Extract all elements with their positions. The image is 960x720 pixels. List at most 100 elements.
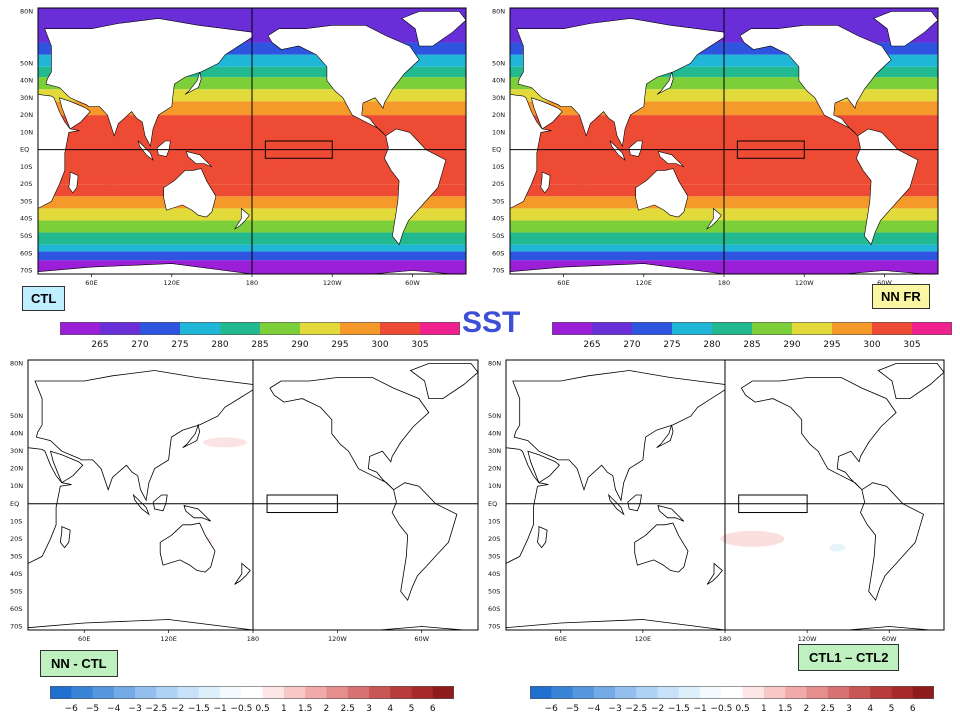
colorbar-tick-label: −0.5 xyxy=(710,704,732,714)
sst-colorbar-right-svg: 265 270 275 280 285 290 295 300 305 xyxy=(552,322,952,350)
lat-tick-label: 30S xyxy=(488,552,500,560)
lon-tick-label: 120E xyxy=(163,279,180,287)
lon-tick-label: 60W xyxy=(405,279,420,287)
continent xyxy=(527,450,560,484)
lat-tick-label: 80N xyxy=(488,360,501,368)
lon-tick-label: 60W xyxy=(882,635,897,643)
colorbar-swatch xyxy=(593,686,616,699)
colorbar-swatch xyxy=(326,686,349,699)
lat-tick-label: 70S xyxy=(492,267,504,275)
continent xyxy=(163,168,217,218)
colorbar-swatch xyxy=(551,686,574,699)
colorbar-swatch xyxy=(241,686,264,699)
continent xyxy=(658,150,685,168)
continent xyxy=(409,363,478,399)
lat-tick-label: 50N xyxy=(10,412,23,420)
continent xyxy=(28,619,478,630)
lon-tick-label: 60W xyxy=(877,279,892,287)
colorbar-swatch xyxy=(92,686,115,699)
colorbar-tick-label: 6 xyxy=(430,704,436,714)
continent xyxy=(234,207,250,230)
colorbar-tick-label: 5 xyxy=(409,704,415,714)
lon-tick-label: 120W xyxy=(323,279,342,287)
lat-tick-label: EQ xyxy=(20,146,29,154)
colorbar-swatch xyxy=(712,322,753,335)
continent xyxy=(609,140,626,161)
continent xyxy=(49,450,84,484)
lat-tick-label: 70S xyxy=(10,622,22,630)
colorbar-tick-label: −1.5 xyxy=(188,704,210,714)
colorbar-swatch xyxy=(672,322,713,335)
lat-tick-label: 30N xyxy=(492,94,505,102)
continent xyxy=(656,71,674,95)
figure-title: SST xyxy=(462,306,521,339)
lon-tick-label: 180 xyxy=(246,279,258,287)
colorbar-tick-label: 5 xyxy=(889,704,895,714)
continent xyxy=(38,263,466,274)
anomaly-patch xyxy=(720,530,785,547)
colorbar-swatch xyxy=(260,322,301,335)
colorbar-tick-label: −4 xyxy=(587,704,601,714)
nino-box xyxy=(266,494,338,514)
colorbar-swatch xyxy=(872,322,913,335)
continent xyxy=(740,377,897,490)
lat-tick-label: 50N xyxy=(20,59,33,67)
lat-tick-label: 40S xyxy=(10,570,22,578)
continent xyxy=(739,24,892,137)
colorbar-tick-label: 1 xyxy=(281,704,287,714)
colorbar-tick-label: 295 xyxy=(331,340,348,350)
colorbar-tick-label: 270 xyxy=(131,340,148,350)
lat-tick-label: 60S xyxy=(20,249,32,257)
colorbar-swatch xyxy=(347,686,370,699)
continent xyxy=(38,94,80,209)
lat-tick-label: 10S xyxy=(20,163,32,171)
colorbar-tick-label: 305 xyxy=(903,340,920,350)
colorbar-tick-label: −2 xyxy=(651,704,664,714)
colorbar-swatch xyxy=(832,322,873,335)
lat-tick-label: 20N xyxy=(492,111,505,119)
colorbar-tick-label: 2 xyxy=(804,704,810,714)
lon-tick-label: 120E xyxy=(635,279,652,287)
colorbar-swatch xyxy=(340,322,381,335)
continent xyxy=(384,128,447,246)
continent xyxy=(510,94,552,209)
lat-tick-label: 50S xyxy=(10,587,22,595)
colorbar-swatch xyxy=(678,686,701,699)
lat-tick-label: 20N xyxy=(10,465,23,473)
lon-tick-label: 180 xyxy=(247,635,259,643)
colorbar-tick-label: −1 xyxy=(693,704,706,714)
diff-colorbar-left-svg: −6 −5 −4 −3 −2.5 −2 −1.5 −1 −0.5 0.5 1 1.5 2 2.5 3 4 5 6 xyxy=(50,686,454,714)
colorbar-swatch xyxy=(785,686,807,699)
continent xyxy=(506,447,549,564)
lon-tick-label: 180 xyxy=(719,635,731,643)
colorbar-tick-label: −2.5 xyxy=(625,704,647,714)
diff-colorbar-left: −6 −5 −4 −3 −2.5 −2 −1.5 −1 −0.5 0.5 1 1.5 2 2.5 3 4 5 6 xyxy=(50,686,454,716)
lat-tick-label: 10S xyxy=(492,163,504,171)
continent xyxy=(706,207,722,230)
colorbar-swatch xyxy=(71,686,94,699)
sst-colorbar-left: 265 270 275 280 285 290 295 300 305 xyxy=(60,322,460,352)
lat-tick-label: EQ xyxy=(488,500,497,508)
colorbar-swatch xyxy=(420,322,460,335)
lon-tick-label: 180 xyxy=(718,279,730,287)
sst-map-ctl: 80N 50N 40N 30N 20N 10N EQ 10S 20S 30S 40S 50S 60S 70… xyxy=(20,7,467,287)
lat-tick-label: 30S xyxy=(20,197,32,205)
anomaly-patch xyxy=(202,437,247,448)
lat-tick-label: 30S xyxy=(492,197,504,205)
lat-tick-label: 40N xyxy=(492,77,505,85)
continent xyxy=(860,482,924,602)
lat-tick-label: 80N xyxy=(20,7,33,15)
colorbar-tick-label: 275 xyxy=(171,340,188,350)
panel-label-nnfr: NN FR xyxy=(872,284,930,309)
lon-tick-label: 60E xyxy=(557,279,569,287)
colorbar-swatch xyxy=(657,686,680,699)
lat-tick-label: EQ xyxy=(492,146,501,154)
colorbar-tick-label: 280 xyxy=(211,340,228,350)
lat-tick-label: 20N xyxy=(488,465,501,473)
colorbar-swatch xyxy=(912,322,952,335)
map-panel-nnctl: 80N 50N 40N 30N 20N 10N EQ 10S 20S 30S 40S 50S 60S 70… xyxy=(8,356,482,652)
lat-tick-label: 40N xyxy=(20,77,33,85)
lat-tick-label: 20N xyxy=(20,111,33,119)
colorbar-tick-label: −5 xyxy=(86,704,99,714)
lat-tick-label: 10S xyxy=(488,517,500,525)
